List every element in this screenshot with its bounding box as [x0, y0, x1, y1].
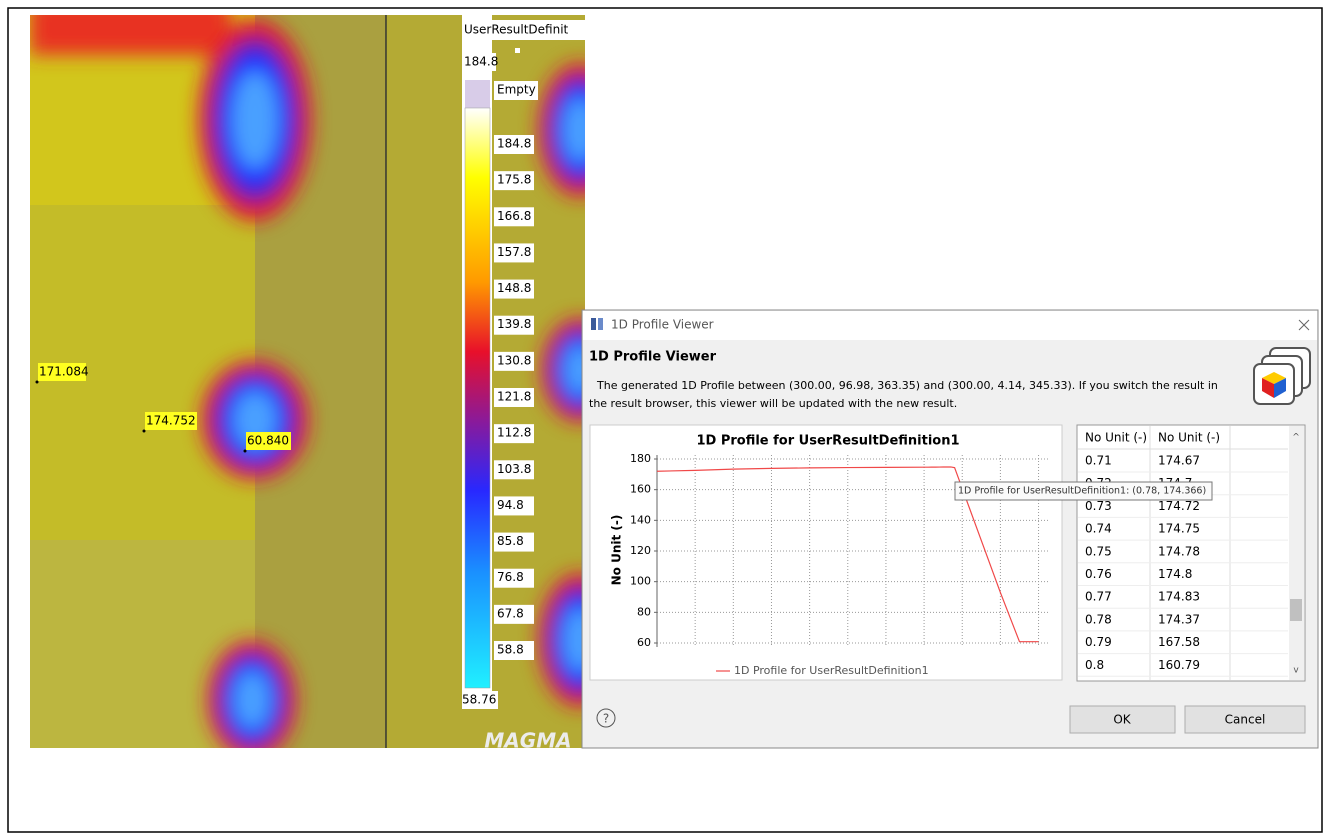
legend-label: 85.8: [497, 534, 524, 548]
probe-point: [143, 430, 146, 433]
svg-text:^: ^: [1292, 433, 1300, 443]
description-line: the result browser, this viewer will be …: [589, 397, 957, 410]
legend-title: UserResultDefinit: [464, 23, 569, 37]
table-cell: 0.78: [1085, 612, 1112, 626]
legend-label: 1D Profile for UserResultDefinition1: [734, 664, 929, 677]
logo: MAGMA: [484, 729, 571, 753]
probe-point: [36, 381, 39, 384]
legend-label: 175.8: [497, 173, 531, 187]
legend-label: 103.8: [497, 462, 531, 476]
legend-label: 184.8: [497, 137, 531, 151]
legend-label: 58.8: [497, 643, 524, 657]
probe-label: 174.752: [146, 414, 196, 428]
table-cell: 0.79: [1085, 635, 1112, 649]
legend-min: 58.76: [462, 693, 496, 707]
svg-text:v: v: [1293, 666, 1299, 676]
description-line: The generated 1D Profile between (300.00…: [596, 379, 1218, 392]
tooltip-text: 1D Profile for UserResultDefinition1: (0…: [958, 486, 1206, 497]
legend-label: 166.8: [497, 209, 531, 223]
table-cell: 160.79: [1158, 658, 1200, 672]
probe-label: 171.084: [39, 365, 89, 379]
legend-label: 148.8: [497, 281, 531, 295]
table-cell: 0.77: [1085, 590, 1112, 604]
table-cell: 0.71: [1085, 454, 1112, 468]
legend-max: 184.8: [464, 55, 498, 69]
legend-label: 139.8: [497, 317, 531, 331]
cancel-label[interactable]: Cancel: [1225, 713, 1266, 727]
table-cell: 0.76: [1085, 567, 1112, 581]
y-tick-label: 100: [630, 575, 651, 588]
dialog-heading: 1D Profile Viewer: [589, 350, 717, 365]
table-cell: 174.72: [1158, 499, 1200, 513]
legend-label: 121.8: [497, 390, 531, 404]
table-cell: 174.37: [1158, 612, 1200, 626]
table-cell: 174.78: [1158, 544, 1200, 558]
legend-label: 94.8: [497, 498, 524, 512]
table-header: No Unit (-): [1158, 431, 1220, 445]
probe-point: [244, 450, 247, 453]
legend-label: 157.8: [497, 245, 531, 259]
table-cell: 167.58: [1158, 635, 1200, 649]
legend-label: 112.8: [497, 426, 531, 440]
legend-label: 130.8: [497, 353, 531, 367]
table-cell: 0.73: [1085, 499, 1112, 513]
y-tick-label: 60: [637, 636, 651, 649]
table-cell: 0.74: [1085, 522, 1112, 536]
scrollbar-thumb[interactable]: [1290, 599, 1302, 621]
legend-labels: 184.8 175.8 166.8 157.8 148.8 139.8 130.8 121.8…: [494, 135, 534, 660]
table-cell: 0.8: [1085, 658, 1104, 672]
y-tick-label: 120: [630, 544, 651, 557]
y-tick-label: 180: [630, 452, 651, 465]
y-tick-label: 80: [637, 605, 651, 618]
table-cell: 174.83: [1158, 590, 1200, 604]
legend-empty: Empty: [497, 83, 536, 97]
legend-label: 76.8: [497, 570, 524, 584]
window-title: 1D Profile Viewer: [611, 318, 714, 332]
table-cell: 174.8: [1158, 567, 1192, 581]
y-tick-label: 160: [630, 483, 651, 496]
ok-label[interactable]: OK: [1113, 713, 1131, 727]
table-cell: 174.67: [1158, 454, 1200, 468]
table-cell: 174.75: [1158, 522, 1200, 536]
y-axis-label: No Unit (-): [610, 515, 624, 586]
probe-label: 60.840: [247, 434, 289, 448]
dialog: 1D Profile Viewer 1D Profile Viewer The …: [582, 310, 1318, 748]
chart-title: 1D Profile for UserResultDefinition1: [696, 434, 959, 449]
legend-label: 67.8: [497, 606, 524, 620]
screenshot: UserResultDefinit 184.8 Empty 58.76 MAGM…: [0, 0, 1330, 840]
y-tick-label: 140: [630, 513, 651, 526]
table-header: No Unit (-): [1085, 431, 1147, 445]
help-glyph[interactable]: ?: [603, 712, 609, 726]
tooltip: 1D Profile for UserResultDefinition1: (0…: [955, 482, 1212, 500]
table-cell: 0.75: [1085, 544, 1112, 558]
